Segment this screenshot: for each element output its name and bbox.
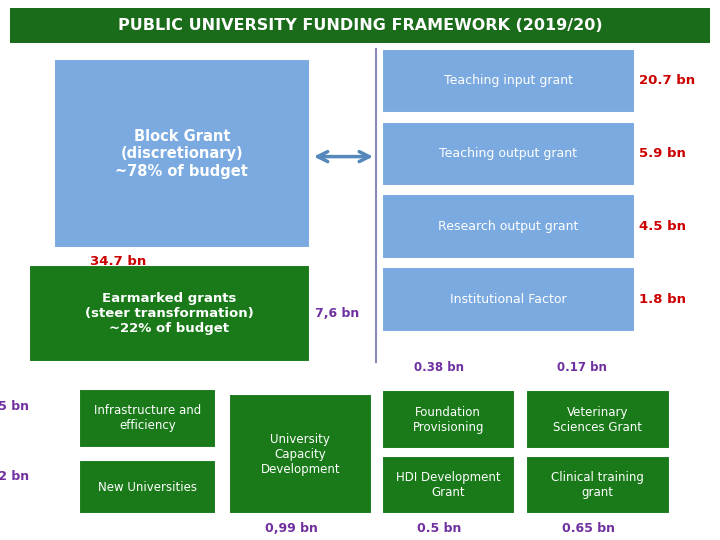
Text: 1,72 bn: 1,72 bn [0,470,29,483]
Text: 1.8 bn: 1.8 bn [639,293,685,306]
Text: Earmarked grants
(steer transformation)
~22% of budget: Earmarked grants (steer transformation) … [85,292,253,335]
Text: University
Capacity
Development: University Capacity Development [261,433,340,476]
FancyBboxPatch shape [382,456,515,514]
Text: 0.5 bn: 0.5 bn [417,522,462,535]
FancyBboxPatch shape [10,8,710,43]
FancyBboxPatch shape [382,267,635,332]
FancyBboxPatch shape [382,390,515,449]
FancyBboxPatch shape [382,194,635,259]
Text: Teaching output grant: Teaching output grant [439,147,577,160]
Text: 0.38 bn: 0.38 bn [414,361,464,374]
Text: Institutional Factor: Institutional Factor [450,293,567,306]
Text: Clinical training
grant: Clinical training grant [552,471,644,499]
Text: Veterinary
Sciences Grant: Veterinary Sciences Grant [553,406,642,434]
FancyBboxPatch shape [382,49,635,113]
Text: 0.17 bn: 0.17 bn [557,361,607,374]
FancyBboxPatch shape [79,460,216,514]
Text: Foundation
Provisioning: Foundation Provisioning [413,406,484,434]
FancyBboxPatch shape [54,59,310,248]
Text: 34.7 bn: 34.7 bn [90,255,146,268]
Text: 4.5 bn: 4.5 bn [639,220,685,233]
Text: Infrastructure and
efficiency: Infrastructure and efficiency [94,404,201,433]
FancyBboxPatch shape [79,389,216,448]
FancyBboxPatch shape [526,390,670,449]
FancyBboxPatch shape [526,456,670,514]
Text: 7,6 bn: 7,6 bn [315,307,359,320]
Text: HDI Development
Grant: HDI Development Grant [396,471,500,499]
Text: PUBLIC UNIVERSITY FUNDING FRAMEWORK (2019/20): PUBLIC UNIVERSITY FUNDING FRAMEWORK (201… [117,18,603,33]
Text: 0,99 bn: 0,99 bn [265,522,318,535]
Text: Teaching input grant: Teaching input grant [444,75,573,87]
Text: Block Grant
(discretionary)
~78% of budget: Block Grant (discretionary) ~78% of budg… [115,129,248,179]
Text: New Universities: New Universities [98,481,197,494]
Text: Research output grant: Research output grant [438,220,578,233]
Text: 0.65 bn: 0.65 bn [562,522,616,535]
FancyBboxPatch shape [382,122,635,186]
Text: 2.95 bn: 2.95 bn [0,400,29,413]
Text: 5.9 bn: 5.9 bn [639,147,685,160]
Text: 20.7 bn: 20.7 bn [639,75,695,87]
FancyBboxPatch shape [29,265,310,362]
FancyBboxPatch shape [229,394,372,514]
